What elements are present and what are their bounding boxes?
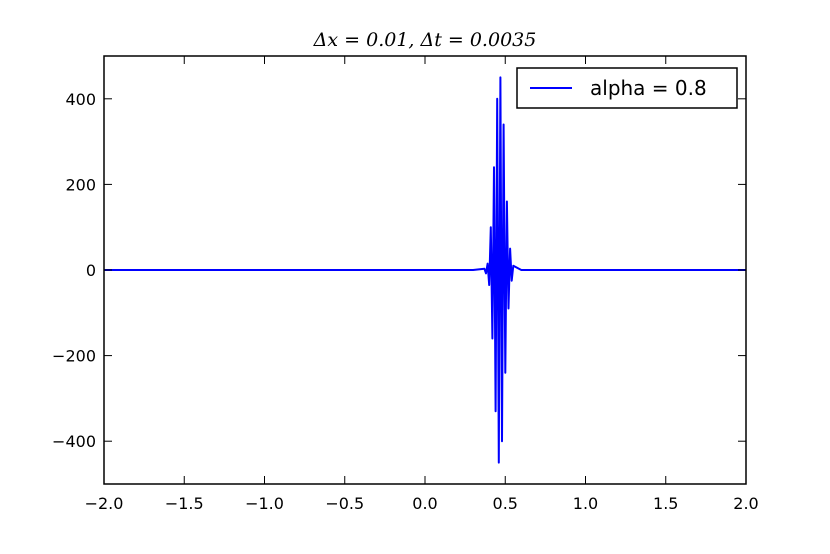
- x-tick-label: 1.5: [653, 494, 678, 513]
- axis-ticks: [103, 56, 747, 484]
- x-tick-label: 0.0: [412, 494, 437, 513]
- series-line-0: [104, 76, 746, 464]
- y-tick-label: −200: [52, 347, 96, 366]
- x-tick-label: 1.0: [573, 494, 598, 513]
- axis-tick-labels: −2.0 −1.5 −1.0 −0.5 0.0 0.5 1.0 1.5 2.0 −400 −200 0…: [52, 90, 759, 513]
- x-tick-label: 2.0: [733, 494, 758, 513]
- chart-title: Δx = 0.01, Δt = 0.0035: [313, 29, 537, 51]
- x-tick-label: −2.0: [85, 494, 124, 513]
- y-tick-label: 400: [65, 90, 96, 109]
- y-tick-label: −400: [52, 432, 96, 451]
- legend-label: alpha = 0.8: [590, 76, 707, 100]
- y-tick-label: 200: [65, 175, 96, 194]
- x-tick-label: −0.5: [325, 494, 364, 513]
- y-tick-label: 0: [86, 261, 96, 280]
- legend: alpha = 0.8: [516, 67, 738, 109]
- x-tick-label: 0.5: [493, 494, 518, 513]
- x-tick-label: −1.0: [245, 494, 284, 513]
- x-tick-label: −1.5: [165, 494, 204, 513]
